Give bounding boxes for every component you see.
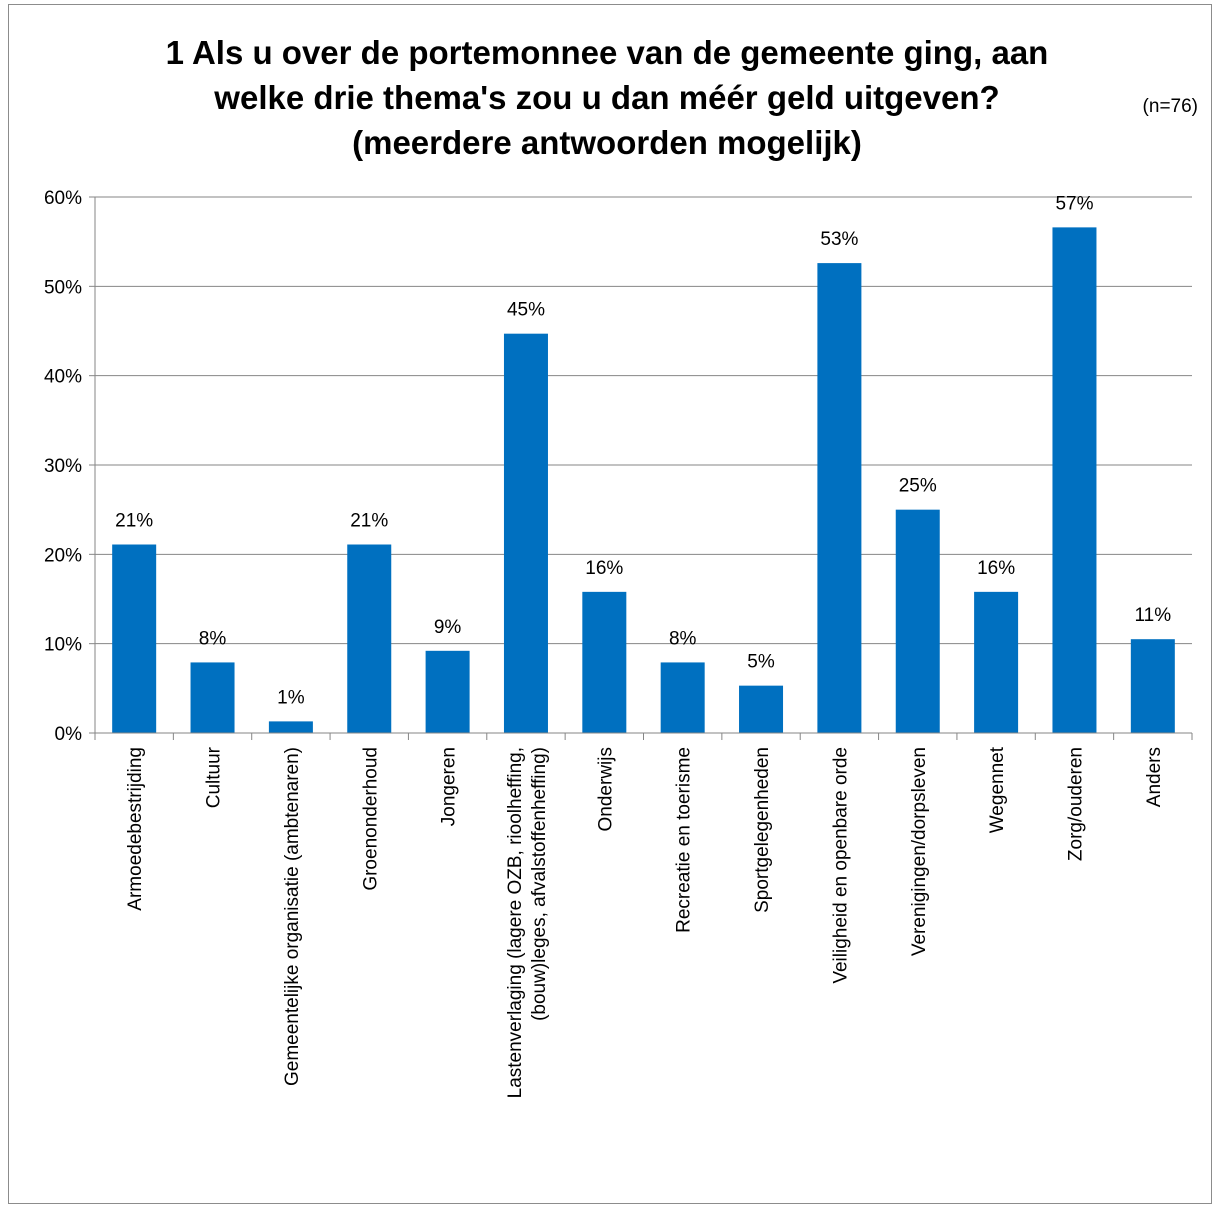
data-label: 25% (899, 476, 937, 497)
data-label: 11% (1135, 605, 1172, 626)
data-labels: 21% 8% 1% 21% 9% 45% 16% 8% 5% 53% 25% 16% 57% 11% (115, 193, 1171, 708)
axes (89, 196, 1193, 740)
category-label-line: Onderwijs (595, 747, 616, 831)
data-label: 21% (115, 511, 153, 532)
category-label: Verenigingen/dorpsleven (909, 747, 930, 956)
bar (817, 263, 862, 733)
data-label: 5% (747, 652, 775, 673)
chart-title-line-1: 1 Als u over de portemonnee van de gemee… (165, 34, 1049, 71)
y-tick-label: 30% (44, 456, 82, 477)
bar (112, 544, 157, 733)
bars (112, 227, 1175, 733)
category-labels: Armoedebestrijding Cultuur Gemeentelijke o… (125, 746, 1165, 1098)
data-label: 9% (434, 617, 462, 638)
gridlines (95, 196, 1192, 645)
category-label: Anders (1144, 747, 1165, 807)
category-label-line: Sportgelegenheden (752, 747, 773, 913)
category-label-line: Jongeren (439, 747, 460, 826)
chart-title-line-3: (meerdere antwoorden mogelijk) (352, 124, 862, 161)
data-label: 8% (669, 628, 697, 649)
category-label: Veiligheid en openbare orde (830, 747, 851, 984)
category-label-line: Groenonderhoud (360, 747, 381, 891)
data-label: 1% (277, 687, 305, 708)
category-label: Recreatie en toerisme (674, 747, 695, 933)
category-label: Wegennet (987, 746, 1008, 833)
bar (190, 662, 235, 733)
category-label: Gemeentelijke organisatie (ambtenaren) (282, 747, 303, 1086)
category-label-line: Recreatie en toerisme (674, 747, 695, 933)
category-label: Armoedebestrijding (125, 747, 146, 911)
bar (895, 509, 940, 733)
sample-size-note: (n=76) (1142, 96, 1198, 117)
data-label: 21% (350, 511, 388, 532)
data-label: 16% (977, 558, 1015, 579)
category-label: Zorg/ouderen (1065, 747, 1086, 861)
category-label-line: Lastenverlaging (lagere OZB, rioolheffin… (505, 747, 526, 1098)
chart-title: 1 Als u over de portemonnee van de gemee… (0, 30, 1214, 165)
category-label-line: Gemeentelijke organisatie (ambtenaren) (282, 747, 303, 1086)
category-label: Onderwijs (595, 747, 616, 831)
category-label-line: Armoedebestrijding (125, 747, 146, 911)
y-tick-label: 10% (44, 635, 82, 656)
bar (582, 591, 627, 733)
bar (1130, 639, 1175, 733)
bar (739, 685, 784, 733)
bar (660, 662, 705, 733)
category-label-line: Anders (1144, 747, 1165, 807)
category-label-line: Veiligheid en openbare orde (830, 747, 851, 984)
category-label: Lastenverlaging (lagere OZB, rioolheffin… (505, 747, 550, 1098)
bar (425, 650, 470, 733)
bar (1052, 227, 1097, 733)
category-label: Sportgelegenheden (752, 747, 773, 913)
category-label: Jongeren (439, 747, 460, 826)
bar (503, 333, 548, 733)
category-label-line: Zorg/ouderen (1065, 747, 1086, 861)
data-label: 45% (507, 300, 545, 321)
data-label: 53% (820, 229, 858, 250)
y-tick-label: 40% (44, 367, 82, 388)
category-label-line: Cultuur (204, 746, 225, 808)
y-tick-label: 50% (44, 277, 82, 298)
chart-title-line-2: welke drie thema's zou u dan méér geld u… (214, 79, 1000, 116)
data-label: 8% (199, 628, 227, 649)
bar (974, 591, 1019, 733)
category-label: Cultuur (204, 746, 225, 808)
data-label: 57% (1055, 193, 1093, 214)
category-label: Groenonderhoud (360, 747, 381, 891)
y-tick-label: 60% (44, 188, 82, 209)
data-label: 16% (585, 558, 623, 579)
category-label-line: Wegennet (987, 746, 1008, 833)
bar (268, 721, 313, 733)
category-label-line: (bouw)leges, afvalstoffenheffing) (529, 747, 550, 1021)
y-axis-ticks: 0% 10% 20% 30% 40% 50% 60% (44, 188, 82, 745)
bar (347, 544, 392, 733)
y-tick-label: 0% (55, 724, 83, 745)
category-label-line: Verenigingen/dorpsleven (909, 747, 930, 956)
y-tick-label: 20% (44, 545, 82, 566)
